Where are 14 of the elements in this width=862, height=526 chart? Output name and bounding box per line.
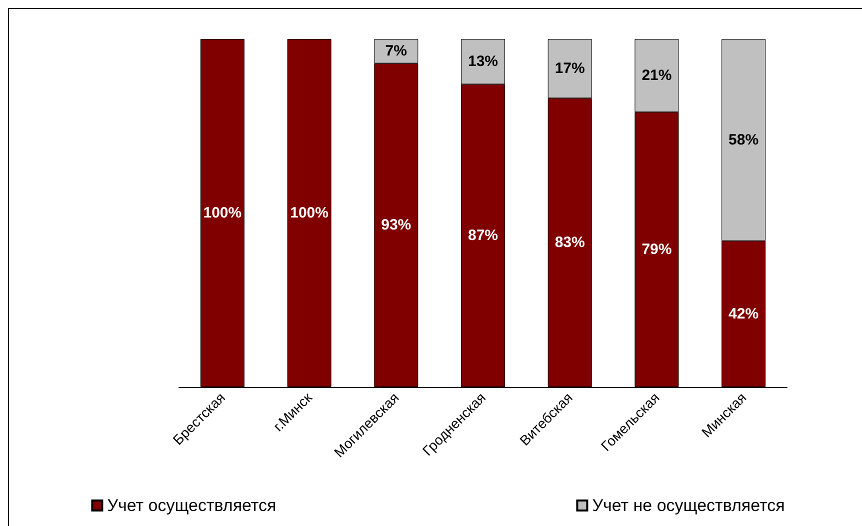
data-label: 87% <box>468 227 498 244</box>
data-label: 21% <box>642 67 672 84</box>
data-label: 42% <box>728 305 759 322</box>
data-label: 100% <box>290 204 328 222</box>
data-label: 17% <box>554 60 585 78</box>
data-label: 58% <box>728 131 759 148</box>
legend-label: Учет не осуществляется <box>592 496 785 515</box>
legend-label: Учет осуществляется <box>107 496 276 515</box>
data-label: 100% <box>203 204 242 222</box>
data-label: 7% <box>385 42 407 60</box>
data-label: 79% <box>642 241 672 258</box>
data-label: 83% <box>554 234 585 252</box>
data-label: 13% <box>468 53 498 70</box>
data-label: 93% <box>381 216 412 234</box>
